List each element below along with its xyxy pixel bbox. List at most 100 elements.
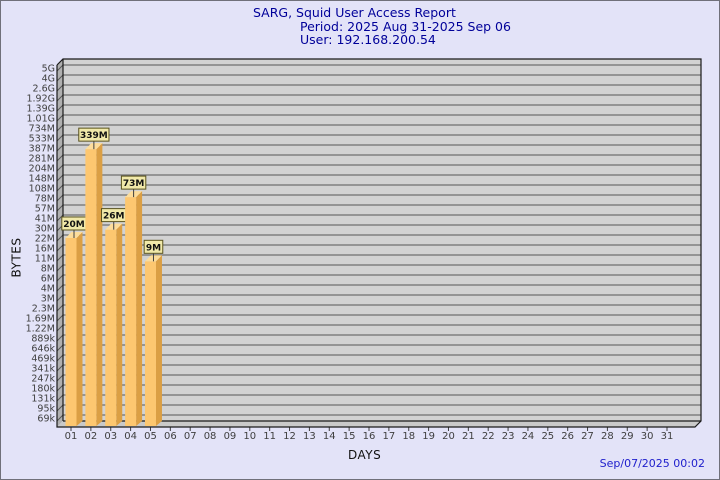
y-tick <box>56 254 64 262</box>
report-timestamp: Sep/07/2025 00:02 <box>599 457 705 470</box>
y-tick-label: 11M <box>35 254 55 265</box>
x-tick-label: 21 <box>462 431 475 442</box>
x-tick-label: 11 <box>263 431 276 442</box>
bar-value-label: 20M <box>63 220 85 230</box>
y-tick <box>56 74 64 82</box>
y-tick <box>56 184 64 192</box>
y-tick <box>56 284 64 292</box>
report-user: User: 192.168.200.54 <box>300 32 436 47</box>
x-tick-label: 10 <box>243 431 256 442</box>
y-tick-label: 2.3M <box>32 304 55 315</box>
y-tick-label: 41M <box>35 214 55 225</box>
y-axis-title: BYTES <box>9 237 24 278</box>
value-box <box>143 239 164 254</box>
x-tick-label: 06 <box>164 431 177 442</box>
y-tick <box>56 154 64 162</box>
y-tick-label: 1.92G <box>26 94 55 105</box>
y-tick-label: 889k <box>31 334 55 345</box>
y-tick-label: 533M <box>29 134 55 145</box>
x-tick-label: 05 <box>144 431 157 442</box>
y-tick-label: 108M <box>29 184 55 195</box>
y-tick-label: 5G <box>42 64 55 75</box>
y-tick-label: 4G <box>42 74 55 85</box>
y-tick <box>56 384 64 392</box>
y-tick <box>56 114 64 122</box>
y-tick <box>56 354 64 362</box>
x-tick-label: 27 <box>581 431 594 442</box>
y-tick-label: 2.6G <box>33 84 55 95</box>
x-axis-title: DAYS <box>348 448 382 462</box>
y-tick <box>56 234 64 242</box>
y-tick-label: 148M <box>29 174 55 185</box>
y-tick-label: 95k <box>37 404 55 415</box>
bar-side-face <box>76 231 83 426</box>
bar-day-03 <box>105 229 117 426</box>
y-tick <box>56 104 64 112</box>
x-tick-label: 13 <box>303 431 316 442</box>
x-tick-label: 15 <box>343 431 356 442</box>
y-tick-label: 57M <box>35 204 55 215</box>
y-tick <box>56 334 64 342</box>
y-tick <box>56 404 64 412</box>
x-tick-label: 22 <box>482 431 495 442</box>
bar-side-face <box>96 143 103 426</box>
y-tick-label: 646k <box>31 344 55 355</box>
y-tick-label: 734M <box>29 124 55 135</box>
y-tick <box>56 94 64 102</box>
plot-back-wall <box>63 59 701 421</box>
x-tick-label: 19 <box>422 431 435 442</box>
x-tick-label: 03 <box>104 431 117 442</box>
y-tick-label: 180k <box>31 384 55 395</box>
bar-day-04 <box>125 197 137 426</box>
x-tick-label: 23 <box>502 431 515 442</box>
x-tick-label: 14 <box>323 431 336 442</box>
y-tick-label: 1.69M <box>26 314 55 325</box>
y-tick <box>56 264 64 272</box>
y-tick <box>56 134 64 142</box>
plot-floor <box>57 421 701 427</box>
y-tick <box>56 124 64 132</box>
y-tick-label: 22M <box>35 234 55 245</box>
bar-value-label: 26M <box>103 212 125 222</box>
x-tick-label: 28 <box>601 431 614 442</box>
y-tick <box>56 294 64 302</box>
bar-side-face <box>116 223 123 426</box>
value-box <box>78 127 110 142</box>
x-tick-label: 09 <box>224 431 237 442</box>
y-tick-label: 1.01G <box>26 114 55 125</box>
y-tick <box>56 414 64 422</box>
report-period: Period: 2025 Aug 31-2025 Sep 06 <box>300 19 511 34</box>
y-tick <box>56 394 64 402</box>
y-tick-label: 1.39G <box>26 104 55 115</box>
x-tick-label: 01 <box>65 431 78 442</box>
y-tick <box>56 304 64 312</box>
bar-side-face <box>155 255 162 426</box>
y-tick-label: 247k <box>31 374 55 385</box>
y-tick <box>56 84 64 92</box>
x-tick-label: 25 <box>541 431 554 442</box>
y-tick-label: 387M <box>29 144 55 155</box>
y-tick <box>56 364 64 372</box>
value-box <box>120 175 147 190</box>
y-tick <box>56 64 64 72</box>
y-tick <box>56 164 64 172</box>
plot-left-wall <box>57 59 63 427</box>
bar-day-02 <box>85 149 97 426</box>
y-tick <box>56 174 64 182</box>
y-tick <box>56 144 64 152</box>
bar-value-label: 73M <box>123 179 145 189</box>
y-tick-label: 281M <box>29 154 55 165</box>
y-tick <box>56 194 64 202</box>
y-tick <box>56 374 64 382</box>
bar-day-05 <box>144 261 156 426</box>
x-tick-label: 29 <box>621 431 634 442</box>
y-tick <box>56 314 64 322</box>
y-tick-label: 204M <box>29 164 55 175</box>
x-tick-label: 04 <box>124 431 137 442</box>
y-tick-label: 16M <box>35 244 55 255</box>
x-tick-label: 17 <box>383 431 396 442</box>
x-tick-label: 07 <box>184 431 197 442</box>
bar-value-label: 9M <box>146 243 161 253</box>
